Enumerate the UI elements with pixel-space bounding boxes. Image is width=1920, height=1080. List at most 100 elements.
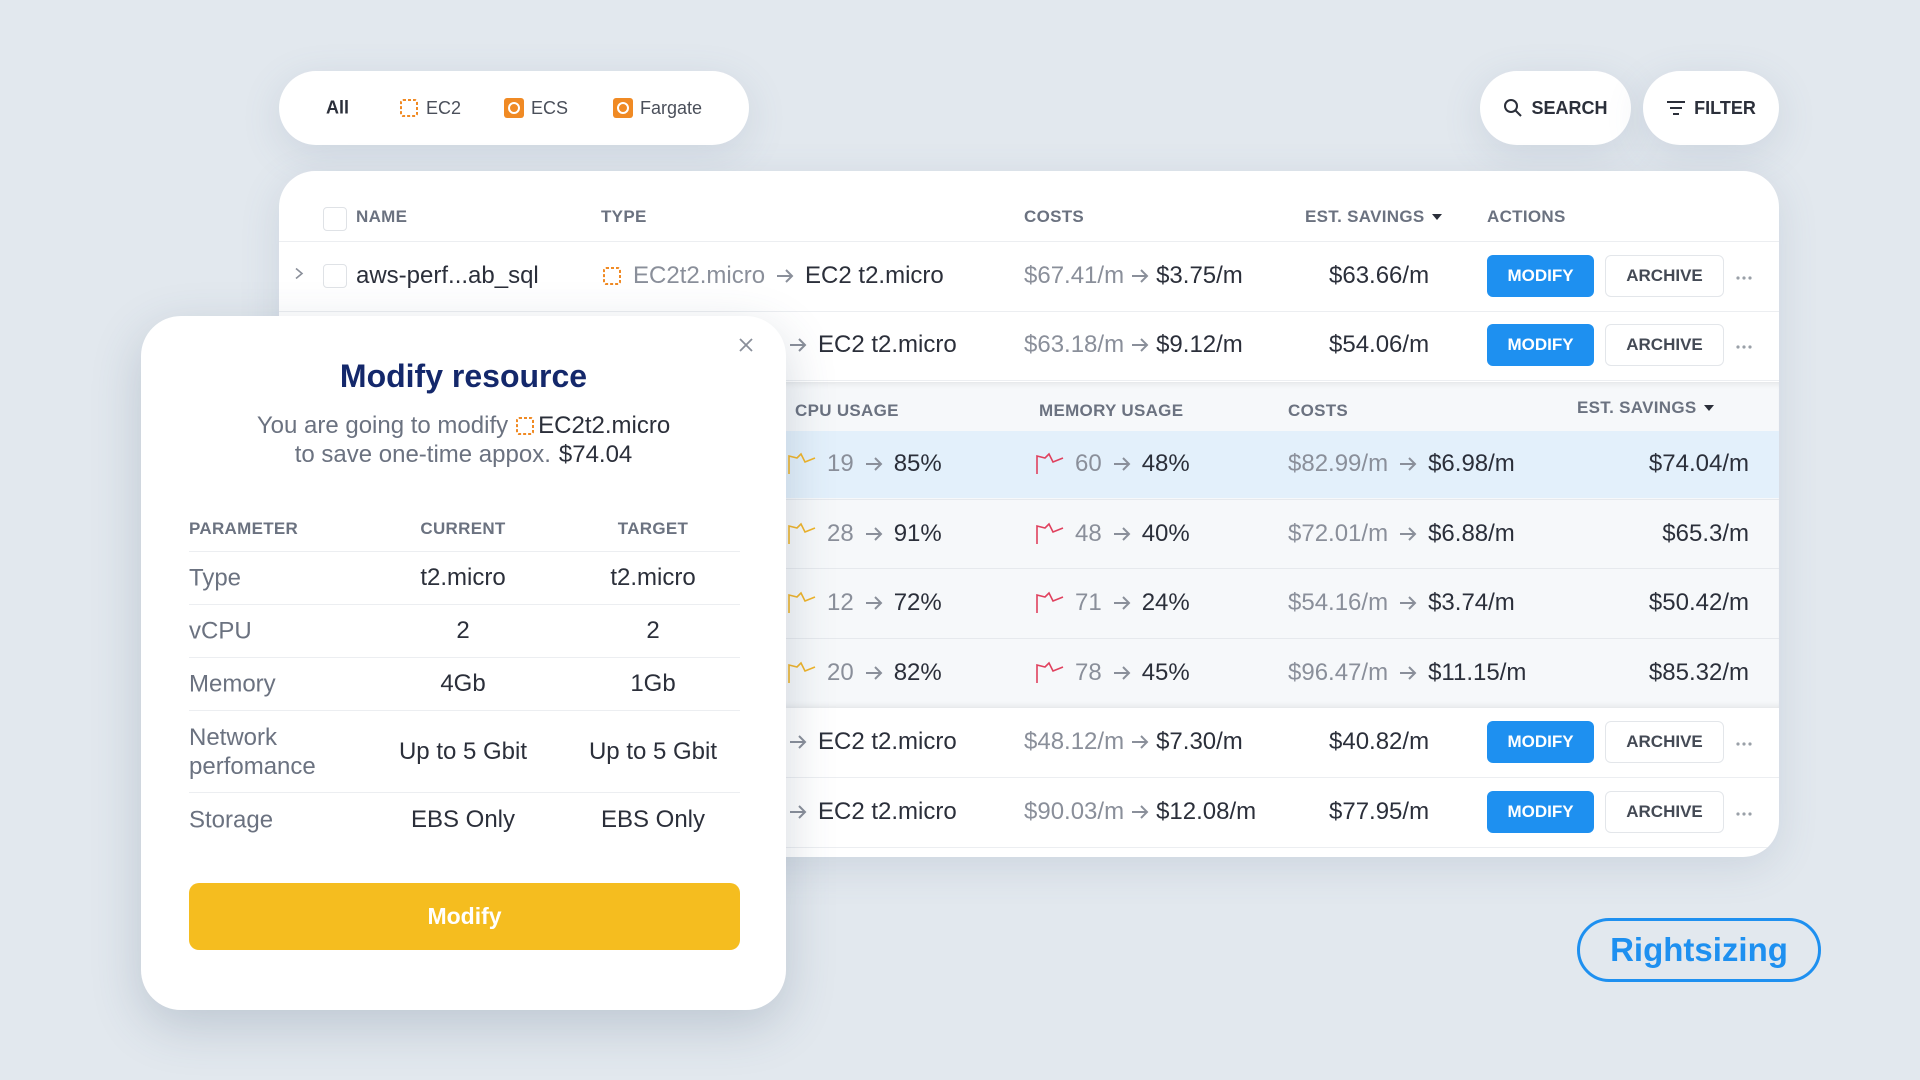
memory-from: 48 [1075, 519, 1102, 547]
modify-button[interactable]: MODIFY [1487, 255, 1594, 297]
column-header[interactable]: EST. SAVINGS [1305, 207, 1443, 227]
cost-change: $72.01/m $6.88/m [1288, 520, 1515, 548]
more-button[interactable] [1736, 267, 1752, 285]
parameter-value: EBS Only [600, 806, 706, 833]
search-icon [1504, 99, 1523, 117]
cost-to: $3.75/m [1156, 262, 1243, 289]
cost-change: $67.41/m $3.75/m [1024, 262, 1243, 290]
tab-icon [613, 98, 633, 118]
row-checkbox[interactable] [323, 264, 347, 288]
search-label: SEARCH [1531, 97, 1608, 118]
separator [279, 847, 1779, 848]
tab-label: Fargate [640, 97, 703, 118]
arrow-icon [1400, 457, 1417, 471]
cpu-usage: 19 85% [787, 450, 942, 478]
parameter-value: t2.micro [610, 564, 696, 591]
more-button[interactable] [1736, 336, 1752, 354]
cost-from: $67.41/m [1024, 262, 1125, 289]
modal-amount: $74.04 [558, 441, 633, 468]
tab[interactable]: All [326, 98, 349, 119]
parameter-name: Network perfomance [189, 724, 316, 780]
savings: $74.04/m [1648, 450, 1749, 477]
parameter-value: 2 [646, 617, 660, 644]
parameter-name: Memory [189, 670, 276, 698]
modal-resource: EC2t2.micro [538, 412, 671, 439]
tab-label: EC2 [426, 97, 462, 118]
detail-header-label: CPU USAGE [795, 401, 899, 420]
separator [189, 657, 740, 658]
savings: $40.82/m [1329, 728, 1430, 755]
tab[interactable]: Fargate [612, 97, 702, 119]
cost-change: $54.16/m $3.74/m [1288, 589, 1515, 617]
modal-text: You are going to modify EC2t2.micro [141, 412, 786, 440]
separator [279, 311, 1779, 312]
arrow-icon [1132, 805, 1149, 819]
cpu-from: 28 [827, 519, 854, 547]
memory-from: 78 [1075, 658, 1102, 686]
parameter-value: t2.micro [420, 564, 506, 591]
modal-text-after: to save one-time appox. [294, 441, 551, 468]
modal-text-before: You are going to modify [256, 412, 509, 439]
cost-change: $82.99/m $6.98/m [1288, 450, 1515, 478]
resource-table: NAME TYPE COSTS EST. SAVINGS ACTIONS aws-perf… [279, 171, 1779, 857]
header-checkbox[interactable] [323, 207, 347, 231]
arrow-icon [790, 805, 807, 819]
sort-icon [1432, 214, 1443, 220]
cost-change: $96.47/m $11.15/m [1288, 659, 1526, 687]
tab-label: ECS [531, 97, 569, 118]
sparkline-icon [1036, 661, 1064, 683]
sparkline-icon [788, 661, 816, 683]
modify-confirm-button[interactable]: Modify [189, 883, 740, 950]
filter-button[interactable]: FILTER [1643, 71, 1779, 145]
cost-change: $90.03/m $12.08/m [1024, 798, 1256, 826]
type-to: EC2 t2.micro [818, 798, 957, 825]
memory-to: 24% [1141, 589, 1190, 616]
detail-header-label: MEMORY USAGE [1039, 401, 1184, 420]
cost-change: $63.18/m $9.12/m [1024, 331, 1243, 359]
type-to: EC2 t2.micro [805, 262, 944, 289]
sparkline-icon [788, 591, 816, 613]
modify-button[interactable]: MODIFY [1487, 324, 1594, 366]
savings: $54.06/m [1329, 331, 1430, 358]
arrow-icon [777, 269, 794, 283]
parameter-header: PARAMETER [189, 519, 299, 538]
arrow-icon [865, 596, 883, 610]
separator [279, 777, 1779, 778]
archive-button[interactable]: ARCHIVE [1605, 324, 1724, 366]
separator [189, 792, 740, 793]
cpu-to: 82% [893, 658, 942, 686]
chip-icon [516, 417, 535, 435]
memory-usage: 48 40% [1035, 520, 1190, 548]
cost-to: $9.12/m [1156, 331, 1243, 358]
type-change: EC2 t2.micro [788, 798, 957, 826]
parameter-header: CURRENT [420, 519, 506, 538]
search-button[interactable]: SEARCH [1480, 71, 1631, 145]
savings: $50.42/m [1648, 589, 1749, 616]
more-button[interactable] [1736, 733, 1752, 751]
modify-button[interactable]: MODIFY [1487, 791, 1594, 833]
sparkline-icon [1036, 522, 1064, 544]
cost-from: $48.12/m [1024, 728, 1125, 755]
cost-to: $6.98/m [1428, 450, 1515, 477]
tab-label: All [326, 97, 350, 118]
more-button[interactable] [1736, 803, 1752, 821]
detail-header-label: EST. SAVINGS [1577, 398, 1697, 417]
archive-button[interactable]: ARCHIVE [1605, 791, 1724, 833]
expand-toggle[interactable] [293, 267, 305, 286]
tab[interactable]: ECS [503, 97, 568, 119]
arrow-icon [1400, 596, 1417, 610]
archive-button[interactable]: ARCHIVE [1605, 255, 1724, 297]
cpu-from: 12 [827, 589, 854, 616]
column-header: NAME [356, 207, 407, 227]
parameter-value: 2 [456, 617, 470, 644]
parameter-value: Up to 5 Gbit [588, 738, 718, 765]
detail-header[interactable]: EST. SAVINGS [1577, 398, 1715, 418]
archive-button[interactable]: ARCHIVE [1605, 721, 1724, 763]
tab[interactable]: EC2 [398, 97, 461, 119]
modify-button[interactable]: MODIFY [1487, 721, 1594, 763]
column-header-label: ACTIONS [1487, 207, 1566, 226]
separator [279, 498, 1779, 500]
column-header-label: TYPE [601, 207, 647, 226]
close-button[interactable] [737, 336, 755, 359]
